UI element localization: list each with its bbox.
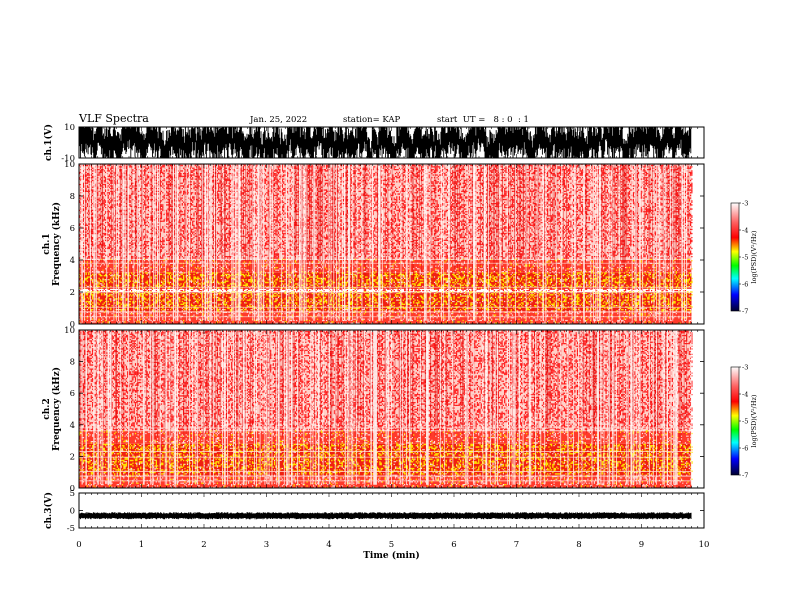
ch1-spectrogram-ytick-label: 10 — [64, 160, 75, 170]
ch3-waveform-ylabel: ch.3(V) — [43, 492, 54, 529]
colorbar-tick-label: -3 — [742, 364, 748, 372]
ch1-spectrogram-ytick-label: 8 — [70, 192, 75, 202]
colorbar-tick-label: -5 — [742, 418, 748, 426]
ch2-spectrogram-ytick-label: 6 — [70, 389, 75, 399]
colorbar-ch2: -3 -4 -5 -6 -7 log(PSD)(V²/Hz) — [730, 364, 758, 480]
colorbar-scale — [730, 366, 740, 476]
ch1-waveform-ytick-label: -10 — [61, 154, 75, 164]
ch3-waveform-ytick-label: 0 — [70, 507, 75, 517]
time-axis: 0 1 2 3 4 5 6 7 8 9 10 Time (min) — [76, 540, 709, 561]
time-tick-label: 9 — [639, 540, 644, 550]
ch1-waveform-panel: 10 -10 ch.1(V) — [43, 123, 705, 164]
ch2-spectrogram-ytick-label: 4 — [70, 421, 75, 431]
colorbar-tick-label: -6 — [742, 281, 748, 289]
ch2-spectrogram-ytick-label: 10 — [64, 326, 75, 336]
colorbar-tick-label: -7 — [742, 308, 748, 316]
ch3-waveform-frame — [78, 492, 705, 529]
ch1-spectrogram-ytick-label: 4 — [70, 256, 75, 266]
ch1-waveform-ylabel: ch.1(V) — [43, 124, 54, 161]
figure-title: VLF Spectra — [78, 112, 149, 125]
ch1-spectrogram-ytick-label: 0 — [70, 320, 75, 330]
ch3-waveform-trace — [78, 512, 692, 520]
ch1-spectrogram-ytick-label: 6 — [70, 224, 75, 234]
colorbar-scale — [730, 202, 740, 312]
time-tick-label: 10 — [699, 540, 710, 550]
colorbar-tick-label: -7 — [742, 472, 748, 480]
ch1-spectrogram-ytick-label: 2 — [70, 288, 75, 298]
ch3-waveform-panel: 5 0 -5 ch.3(V) — [43, 489, 705, 534]
colorbar-tick-label: -4 — [742, 391, 748, 399]
ch2-spectrogram-ylabel: ch.2 — [42, 398, 52, 419]
ch2-spectrogram-ytick-label: 8 — [70, 358, 75, 368]
colorbar-label: log(PSD)(V²/Hz) — [750, 230, 758, 283]
time-axis-label: Time (min) — [363, 550, 420, 561]
station-label: station= KAP — [343, 115, 401, 125]
colorbar-tick-label: -4 — [742, 227, 748, 235]
ch1-spectrogram-panel: 0 2 4 6 8 10 ch.1 Frequency (kHz) — [42, 160, 705, 330]
colorbar-tick-label: -6 — [742, 445, 748, 453]
time-tick-label: 1 — [139, 540, 144, 550]
ch2-spectrogram-ytick-label: 2 — [70, 452, 75, 462]
colorbar-tick-label: -5 — [742, 254, 748, 262]
date-label: Jan. 25, 2022 — [249, 115, 307, 125]
ch2-spectrogram-speckle-white — [79, 330, 693, 488]
time-tick-label: 8 — [576, 540, 581, 550]
time-tick-label: 0 — [76, 540, 81, 550]
ch3-waveform-ytick-label: -5 — [67, 524, 75, 534]
ch1-spectrogram-ylabel: ch.1 — [42, 233, 52, 254]
time-tick-label: 2 — [201, 540, 206, 550]
ch2-spectrogram-ytick-label: 0 — [70, 484, 75, 494]
ch1-spectrogram-ylabel2: Frequency (kHz) — [51, 202, 62, 286]
ch3-waveform-ytick-label: 5 — [70, 489, 75, 499]
ch2-spectrogram-ylabel2: Frequency (kHz) — [51, 367, 62, 451]
time-tick-label: 4 — [326, 540, 331, 550]
time-tick-label: 3 — [264, 540, 269, 550]
ch1-waveform-trace — [78, 127, 692, 158]
start-time-label: start UT = 8 : 0 : 1 — [437, 115, 529, 125]
ch2-spectrogram-panel: 0 2 4 6 8 10 ch.2 Frequency (kHz) — [42, 326, 705, 494]
time-tick-label: 5 — [389, 540, 394, 550]
time-tick-label: 7 — [514, 540, 519, 550]
ch1-waveform-ytick-label: 10 — [64, 123, 75, 133]
colorbar-ch1: -3 -4 -5 -6 -7 log(PSD)(V²/Hz) — [730, 200, 758, 316]
time-tick-label: 6 — [451, 540, 456, 550]
colorbar-label: log(PSD)(V²/Hz) — [750, 394, 758, 447]
colorbar-tick-label: -3 — [742, 200, 748, 208]
